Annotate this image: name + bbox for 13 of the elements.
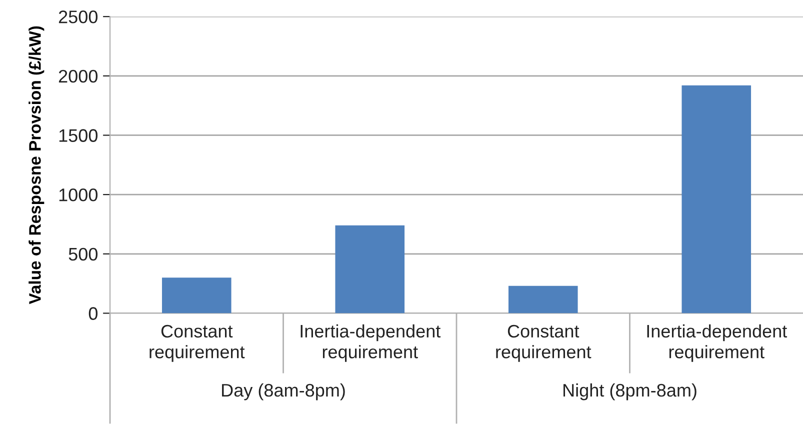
y-tick-label: 1000 (59, 188, 98, 202)
x-tick-label: Inertia-dependent requirement (300, 324, 441, 362)
y-axis-title: Value of Resposne Provsion (£/kW) (28, 26, 44, 304)
x-tick-label: Constant requirement (150, 324, 245, 362)
x-tick-label: Constant requirement (496, 324, 592, 362)
y-tick-label: 2500 (58, 10, 98, 24)
y-tick-label: 500 (68, 248, 98, 261)
y-tick-label: 0 (88, 307, 98, 320)
x-tick-label: Inertia-dependent requirement (647, 324, 788, 362)
text: Night (8pm-8am) (564, 383, 696, 400)
y-tick-label: 1500 (59, 129, 98, 142)
text: Day (8am-8pm) (222, 383, 345, 400)
y-tick-label: 2000 (58, 70, 98, 83)
